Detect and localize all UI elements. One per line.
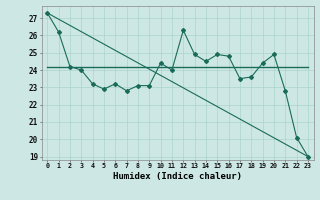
X-axis label: Humidex (Indice chaleur): Humidex (Indice chaleur) xyxy=(113,172,242,181)
